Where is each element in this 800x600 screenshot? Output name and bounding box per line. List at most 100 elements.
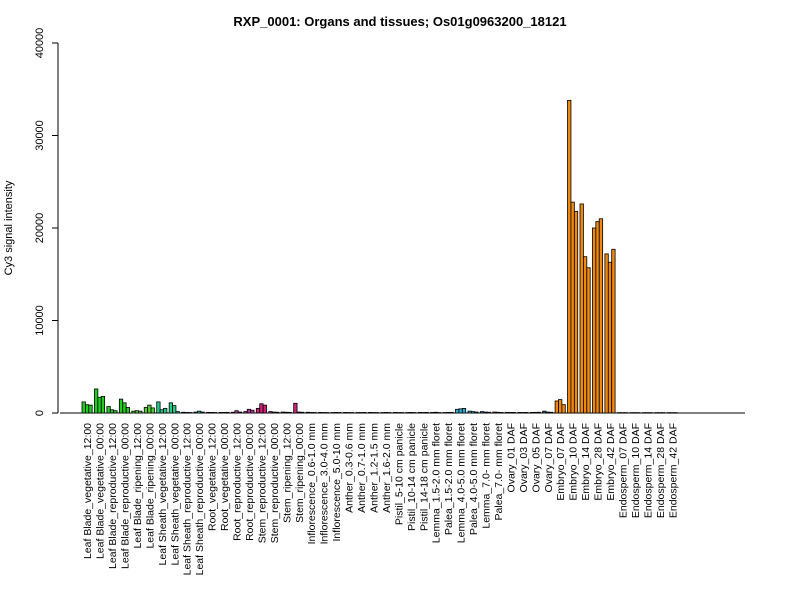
bar <box>554 400 559 414</box>
bar <box>670 412 675 414</box>
bar <box>449 411 454 414</box>
bar <box>197 410 202 414</box>
bar <box>517 412 522 414</box>
bar <box>221 412 227 414</box>
bar <box>561 404 566 414</box>
bar <box>623 412 628 414</box>
bar <box>549 411 554 414</box>
bar <box>629 412 634 414</box>
x-tick-label: Embryo_28 DAF <box>593 423 605 501</box>
bar <box>387 412 392 414</box>
bar <box>246 408 252 414</box>
bar <box>654 412 659 414</box>
x-tick-label: Inflorescence_5.0-10 mm <box>331 423 343 542</box>
bar <box>666 412 671 414</box>
bar <box>641 412 647 414</box>
x-tick-label: Lemma_4.0-5.0 mm floret <box>456 423 468 543</box>
x-tick-label: Inflorescence_0.6-1.0 mm <box>306 423 318 545</box>
bar <box>118 398 124 414</box>
bar <box>567 99 572 414</box>
x-tick-label: Root_reproductive_12:00 <box>232 423 244 541</box>
bar <box>374 412 379 414</box>
x-tick-label: Ovary_05 DAF <box>530 423 542 492</box>
x-tick-label: Leaf Sheath_vegetative_12:00 <box>157 423 169 566</box>
bar <box>333 412 339 414</box>
bar <box>396 412 401 414</box>
x-tick-label: Endosperm_28 DAF <box>655 423 667 518</box>
bar <box>147 404 152 414</box>
x-tick-label: Embryo_10 DAF <box>568 423 580 501</box>
bar <box>524 412 529 414</box>
bar <box>458 408 463 414</box>
bar <box>592 227 597 414</box>
bar <box>143 407 149 414</box>
y-tick-label: 20000 <box>34 213 46 244</box>
x-tick-label: Lemma_7.0- mm floret <box>481 423 493 529</box>
bar <box>218 412 223 414</box>
bar <box>85 404 90 414</box>
bar <box>529 412 535 414</box>
x-tick-label: Stem_reproductive_12:00 <box>256 423 268 543</box>
bar <box>181 411 186 414</box>
x-tick-label: Anther_1.2-1.5 mm <box>368 423 380 513</box>
bar <box>312 412 317 414</box>
x-tick-label: Leaf Sheath_vegetative_00:00 <box>169 423 181 566</box>
bar <box>255 407 261 414</box>
x-tick-label: Leaf Sheath_reproductive_00:00 <box>194 423 206 576</box>
bar <box>611 248 616 414</box>
bar <box>94 388 99 414</box>
bar <box>284 411 289 414</box>
x-tick-label: Leaf Blade_reproductive_00:00 <box>119 423 131 569</box>
bar <box>495 411 501 414</box>
bar <box>433 411 438 414</box>
bar <box>412 412 417 414</box>
y-tick-label: 30000 <box>34 120 46 151</box>
bar <box>259 403 264 414</box>
x-tick-label: Root_vegetative_12:00 <box>207 423 219 531</box>
chart-title: RXP_0001: Organs and tissues; Os01g09632… <box>233 14 566 29</box>
bar <box>436 412 442 414</box>
bar <box>673 412 678 414</box>
bar <box>455 408 460 414</box>
bar <box>424 412 429 414</box>
bar <box>355 412 360 414</box>
bar <box>337 412 342 414</box>
y-tick-label: 0 <box>34 410 46 416</box>
bar <box>442 412 447 414</box>
bar <box>225 411 230 414</box>
y-tick-label: 40000 <box>34 28 46 59</box>
bar <box>318 412 323 414</box>
x-tick-label: Stem_reproductive_00:00 <box>269 423 281 543</box>
bar <box>150 407 155 414</box>
bar <box>324 412 330 414</box>
x-tick-label: Ovary_07 DAF <box>543 423 555 492</box>
bar <box>595 221 600 414</box>
bar <box>109 409 115 414</box>
bar <box>620 412 625 414</box>
bar <box>131 410 136 414</box>
bar <box>657 412 662 414</box>
x-tick-label: Endosperm_14 DAF <box>642 423 654 518</box>
x-tick-label: Stem_ripening_00:00 <box>294 423 306 523</box>
bar <box>399 412 404 414</box>
x-tick-label: Anther_0.3-0.6 mm <box>344 423 356 513</box>
bar <box>271 411 276 414</box>
bar <box>573 210 579 414</box>
x-tick-label: Leaf Blade_ripening_00:00 <box>144 423 156 549</box>
x-tick-label: Pistil_14-18 cm panicle <box>418 423 430 531</box>
bar <box>362 412 367 414</box>
x-tick-label: Stem_ripening_12:00 <box>281 423 293 523</box>
bar <box>113 410 118 414</box>
bar <box>172 405 177 414</box>
x-tick-label: Palea_7.0- mm floret <box>493 423 505 521</box>
bar <box>504 411 510 414</box>
bar <box>234 410 239 414</box>
x-tick-label: Palea_1.5-2.0 mm floret <box>443 423 455 535</box>
bar <box>100 395 106 414</box>
bar <box>230 411 236 414</box>
x-tick-label: Lemma_1.5-2.0 mm floret <box>431 423 443 543</box>
x-tick-label: Embryo_07 DAF <box>555 423 567 501</box>
bar <box>446 412 451 414</box>
bar <box>604 253 609 414</box>
